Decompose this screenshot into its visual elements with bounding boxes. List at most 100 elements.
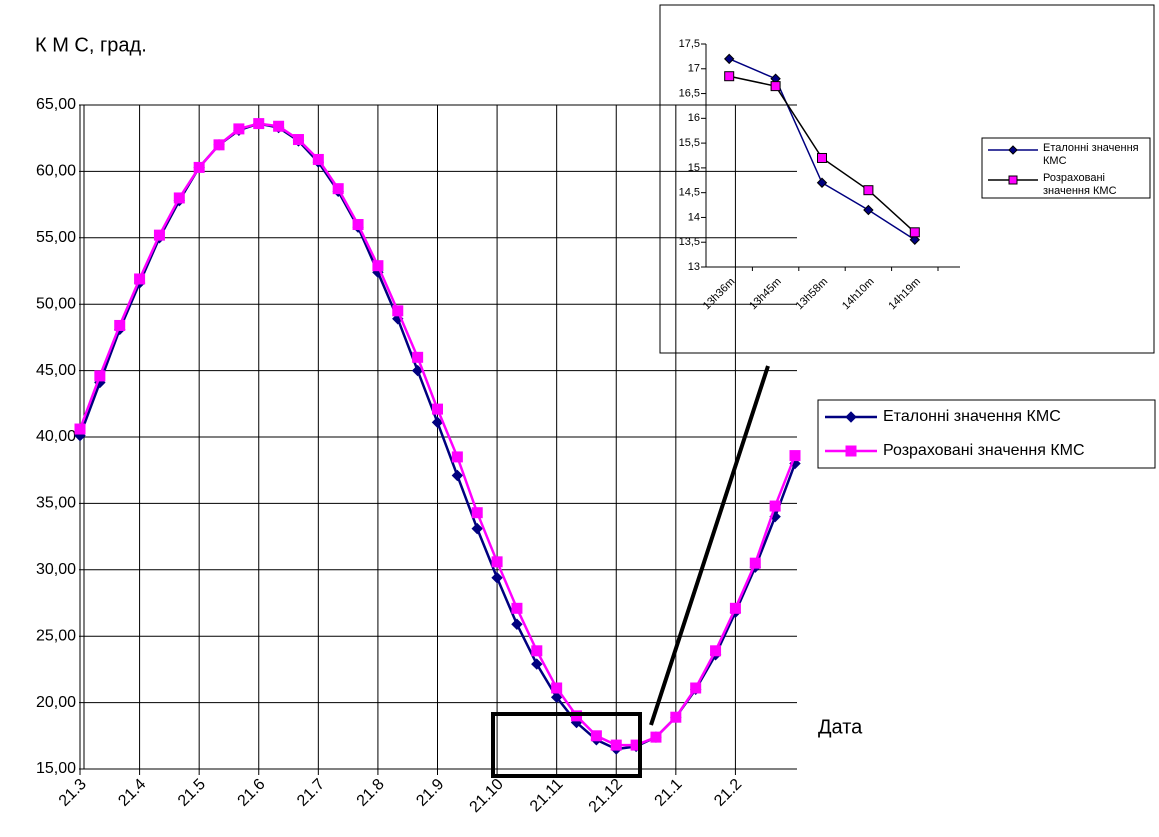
marker	[724, 71, 735, 82]
y-tick-label: 16	[688, 112, 700, 124]
marker	[531, 658, 543, 670]
marker	[863, 185, 874, 196]
y-tick-label: 20,00	[36, 694, 76, 711]
y-tick-label: 16,5	[679, 87, 700, 99]
marker	[412, 351, 424, 363]
y-tick-label: 14,5	[679, 187, 700, 199]
marker	[114, 319, 126, 331]
y-axis-title: К М С, град.	[35, 34, 147, 56]
x-tick-label: 21.3	[56, 776, 90, 810]
marker	[471, 522, 483, 535]
legend-box	[981, 137, 1151, 199]
marker	[789, 450, 801, 462]
marker	[471, 507, 483, 519]
marker	[193, 161, 205, 173]
marker	[610, 739, 622, 751]
y-tick-label: 15	[688, 162, 700, 174]
legend-label: Еталонні значення КМС	[883, 408, 1061, 425]
marker	[312, 153, 324, 165]
x-tick-label: 21.5	[175, 776, 209, 810]
legend-label: Розраховані значення КМС	[1043, 172, 1117, 197]
x-tick-label: 21.11	[527, 776, 567, 816]
x-tick-label: 21.1	[652, 776, 686, 810]
marker	[551, 682, 563, 694]
marker	[863, 204, 874, 216]
x-tick-label: 21.2	[711, 776, 745, 810]
legend-label: Розраховані значення КМС	[883, 442, 1085, 459]
y-tick-label: 35,00	[36, 495, 76, 512]
marker	[233, 123, 245, 135]
marker	[392, 305, 404, 317]
marker	[845, 445, 857, 457]
y-tick-label: 30,00	[36, 561, 76, 578]
y-tick-label: 15,5	[679, 137, 700, 149]
marker	[550, 691, 563, 703]
inset-frame	[659, 4, 1155, 354]
marker	[511, 602, 523, 614]
zoom-connector	[649, 365, 770, 726]
y-tick-label: 50,00	[36, 295, 76, 312]
marker	[690, 682, 702, 694]
marker	[590, 730, 602, 742]
marker	[491, 556, 503, 568]
x-axis-title: Дата	[818, 716, 863, 738]
marker	[94, 370, 106, 382]
marker	[134, 273, 146, 285]
marker	[273, 120, 285, 132]
marker	[372, 260, 384, 272]
x-tick-label: 21.12	[586, 776, 626, 816]
marker	[451, 469, 464, 482]
marker	[816, 177, 828, 188]
y-tick-label: 60,00	[36, 163, 76, 180]
y-tick-label: 13,5	[679, 236, 700, 248]
marker	[432, 403, 443, 415]
x-tick-label: 21.9	[413, 776, 447, 810]
x-tick-label: 21.8	[354, 776, 388, 810]
zoom-box	[491, 712, 642, 778]
marker	[74, 423, 86, 435]
marker	[845, 411, 857, 423]
marker	[710, 645, 722, 657]
y-tick-label: 14	[688, 211, 700, 223]
y-tick-label: 45,00	[36, 362, 76, 379]
marker	[817, 152, 827, 163]
marker	[431, 416, 444, 429]
marker	[292, 134, 304, 146]
x-tick-label: 21.4	[115, 776, 149, 810]
marker	[153, 229, 165, 241]
marker	[213, 139, 225, 151]
x-tick-label: 21.7	[294, 776, 328, 810]
marker	[769, 500, 781, 512]
y-tick-label: 15,00	[36, 760, 76, 777]
marker	[650, 731, 662, 743]
marker	[352, 219, 364, 231]
marker	[729, 602, 741, 614]
legend-label: Еталонні значення КМС	[1043, 142, 1139, 167]
marker	[1008, 145, 1018, 155]
y-tick-label: 13	[688, 261, 700, 273]
marker	[253, 118, 265, 130]
marker	[909, 234, 921, 245]
y-tick-label: 17	[688, 63, 700, 75]
marker	[670, 711, 682, 723]
marker	[531, 645, 543, 657]
marker	[1008, 175, 1018, 185]
marker	[770, 81, 781, 92]
legend-box	[817, 399, 1156, 469]
marker	[511, 618, 523, 630]
marker	[723, 53, 735, 65]
marker	[491, 572, 503, 584]
y-tick-label: 17,5	[679, 38, 700, 50]
marker	[749, 557, 761, 569]
x-tick-label: 21.10	[467, 776, 507, 816]
marker	[173, 192, 185, 204]
x-tick-label: 21.6	[235, 776, 269, 810]
y-tick-label: 25,00	[36, 627, 76, 644]
y-tick-label: 65,00	[36, 96, 76, 113]
y-tick-label: 55,00	[36, 229, 76, 246]
y-tick-label: 40,00	[36, 428, 76, 445]
marker	[451, 451, 463, 463]
marker	[909, 227, 920, 238]
